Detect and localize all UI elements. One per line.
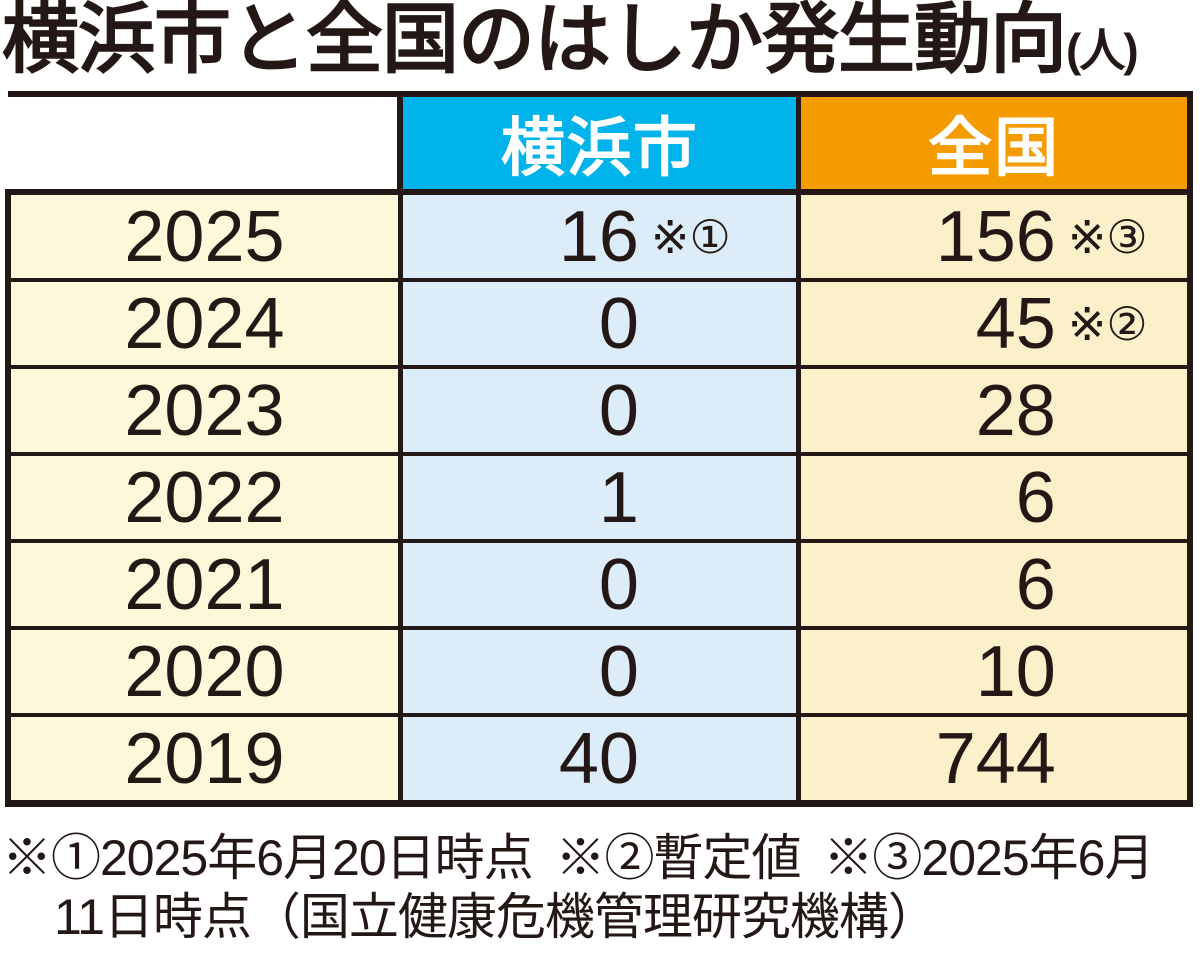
year-cell: 2021 [4, 539, 403, 630]
national-value-cell: 6 [796, 539, 1194, 630]
national-value-cell: 744 [796, 713, 1194, 807]
table-corner-cell [8, 91, 401, 195]
year-cell: 2024 [4, 278, 403, 369]
national-value-cell: 156 ※③ [796, 190, 1194, 282]
footnotes: ※①2025年6月20日時点 ※②暫定値 ※③2025年6月 11日時点（国立健… [2, 829, 1200, 947]
table-row-2021: 2021 0 6 [4, 539, 1194, 630]
table-row-2025: 2025 16 ※① 156 ※③ [4, 190, 1194, 282]
national-value-cell: 6 [796, 452, 1194, 543]
table-row-2023: 2023 0 28 [4, 365, 1194, 456]
yokohama-value-cell: 0 [397, 278, 802, 369]
year-label: 2021 [124, 544, 285, 625]
column-header-national-label: 全国 [928, 112, 1061, 184]
national-value: 28 [975, 370, 1056, 451]
yokohama-value: 40 [558, 718, 639, 799]
table-row-2022: 2022 1 6 [4, 452, 1194, 543]
national-value-cell: 10 [796, 626, 1194, 717]
table-row-2020: 2020 0 10 [4, 626, 1194, 717]
national-value: 10 [975, 631, 1056, 712]
national-value: 6 [1015, 544, 1056, 625]
year-label: 2025 [124, 196, 285, 277]
national-value: 744 [935, 718, 1056, 799]
yokohama-value-cell: 0 [397, 365, 802, 456]
column-header-national: 全国 [796, 91, 1194, 195]
table-row-2019: 2019 40 744 [4, 713, 1194, 807]
title-unit-label: (人) [1066, 24, 1139, 76]
national-value: 156 [935, 196, 1056, 277]
year-cell: 2025 [4, 190, 403, 282]
yokohama-value-cell: 1 [397, 452, 802, 543]
year-cell: 2019 [4, 713, 403, 807]
yokohama-value-cell: 40 [397, 713, 802, 807]
footnote-ref-mark: ※① [650, 210, 731, 263]
national-value: 45 [975, 283, 1056, 364]
year-cell: 2022 [4, 452, 403, 543]
table-row-2024: 2024 0 45 ※② [4, 278, 1194, 369]
year-label: 2024 [124, 283, 285, 364]
national-value: 6 [1015, 457, 1056, 538]
footnote-ref-mark: ※② [1067, 297, 1148, 350]
table-header-row: 横浜市 全国 [8, 91, 1194, 195]
footnote-line-2: 11日時点（国立健康危機管理研究機構） [54, 889, 938, 945]
yokohama-value: 0 [598, 544, 639, 625]
year-cell: 2020 [4, 626, 403, 717]
footnote-line-1: ※①2025年6月20日時点 ※②暫定値 ※③2025年6月 [2, 830, 1154, 886]
yokohama-value: 0 [598, 370, 639, 451]
national-value-cell: 28 [796, 365, 1194, 456]
yokohama-value-cell: 16 ※① [397, 190, 802, 282]
yokohama-value: 16 [558, 196, 639, 277]
page-title: 横浜市と全国のはしか発生動向(人) [0, 0, 1200, 79]
yokohama-value: 0 [598, 283, 639, 364]
column-header-yokohama-label: 横浜市 [500, 112, 699, 184]
column-header-yokohama: 横浜市 [397, 91, 802, 195]
year-label: 2022 [124, 457, 285, 538]
year-label: 2020 [124, 631, 285, 712]
yokohama-value-cell: 0 [397, 539, 802, 630]
yokohama-value: 1 [598, 457, 639, 538]
yokohama-value-cell: 0 [397, 626, 802, 717]
year-label: 2023 [124, 370, 285, 451]
yokohama-value: 0 [598, 631, 639, 712]
year-label: 2019 [124, 718, 285, 799]
year-cell: 2023 [4, 365, 403, 456]
footnote-ref-mark: ※③ [1067, 210, 1148, 263]
measles-trend-table: 横浜市 全国 2025 16 ※① 156 ※③ 2024 0 45 ※② 2023 … [4, 91, 1194, 807]
national-value-cell: 45 ※② [796, 278, 1194, 369]
title-text: 横浜市と全国のはしか発生動向 [2, 0, 1067, 83]
